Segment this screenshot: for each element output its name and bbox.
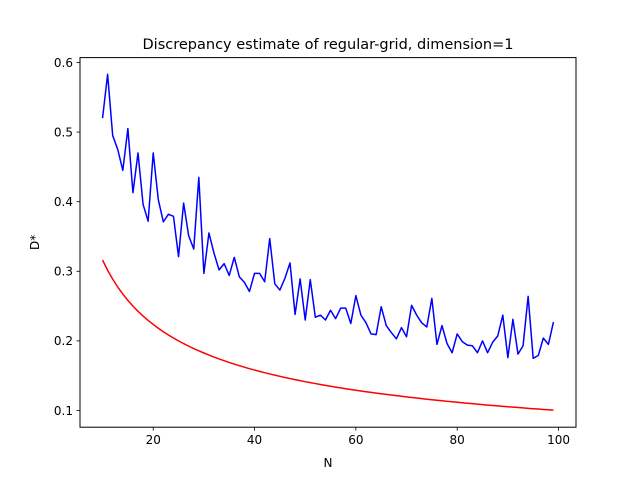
chart-title: Discrepancy estimate of regular-grid, di… bbox=[143, 37, 514, 53]
plot-area bbox=[101, 73, 555, 411]
x-tick-label: 40 bbox=[247, 433, 262, 447]
y-tick-label: 0.3 bbox=[54, 265, 73, 279]
y-axis: 0.1 0.2 0.3 0.4 0.5 0.6 bbox=[54, 56, 80, 418]
y-tick-label: 0.2 bbox=[54, 334, 73, 348]
y-tick-label: 0.1 bbox=[54, 404, 73, 418]
y-tick-label: 0.5 bbox=[54, 125, 73, 139]
x-axis: 20 40 60 80 100 bbox=[146, 427, 570, 447]
x-tick-label: 20 bbox=[146, 433, 161, 447]
axes-frame bbox=[79, 57, 577, 428]
y-tick-label: 0.6 bbox=[54, 56, 73, 70]
x-tick-label: 100 bbox=[547, 433, 570, 447]
x-axis-label: N bbox=[324, 456, 333, 470]
series-line-1 bbox=[101, 73, 555, 360]
x-tick-label: 80 bbox=[450, 433, 465, 447]
y-tick-label: 0.4 bbox=[54, 195, 73, 209]
x-tick-label: 60 bbox=[348, 433, 363, 447]
series-line-2 bbox=[101, 259, 554, 411]
y-axis-label: D* bbox=[28, 235, 42, 250]
